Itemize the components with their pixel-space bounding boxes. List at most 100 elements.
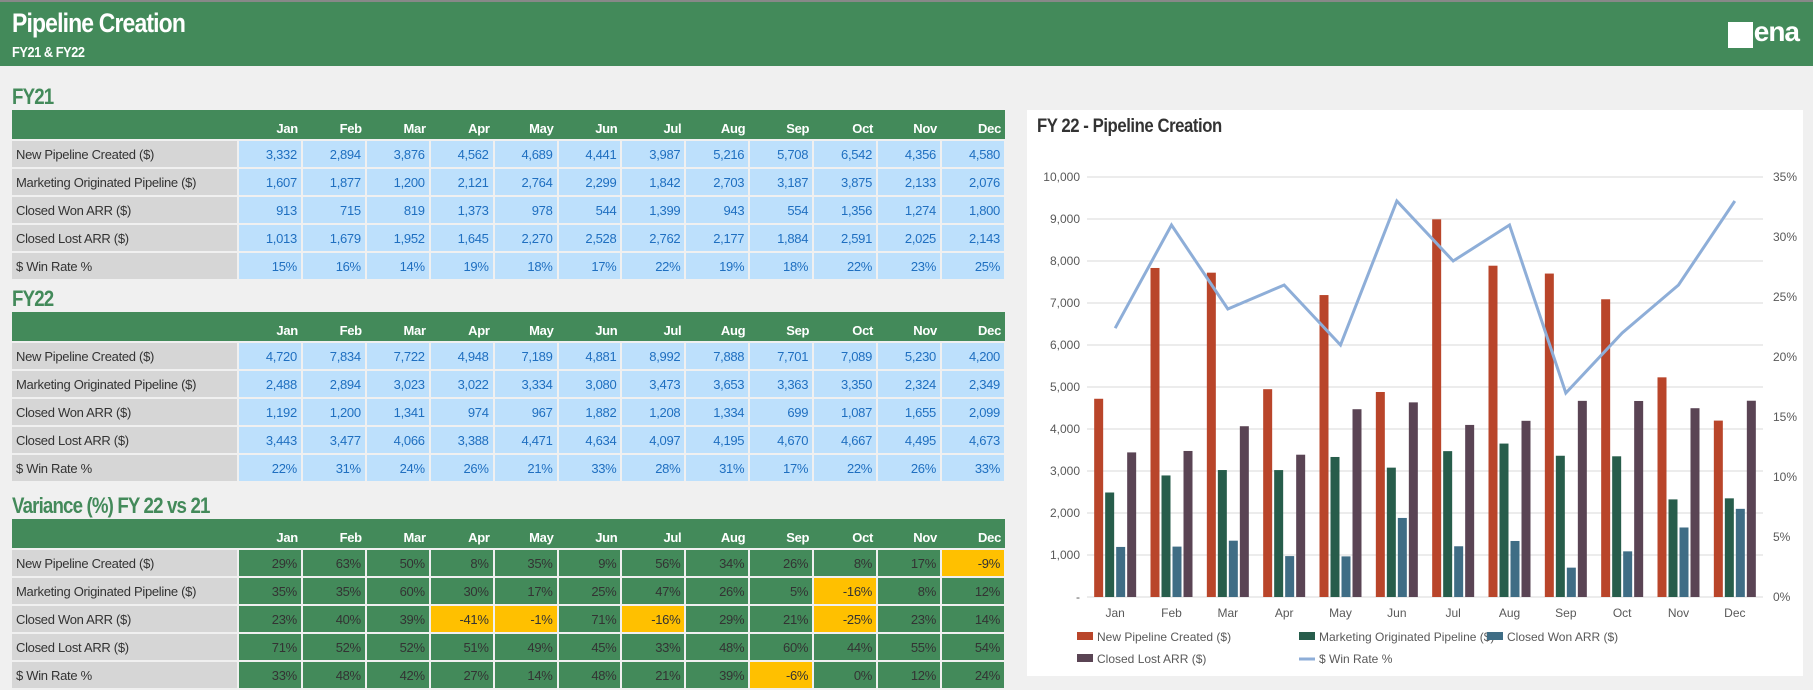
value-cell[interactable]: 63% [300,548,367,578]
value-cell[interactable]: 22% [237,453,303,483]
value-cell[interactable]: 1,607 [237,167,303,197]
value-cell[interactable]: 978 [492,195,559,225]
value-cell[interactable]: 2,488 [237,369,303,399]
value-cell[interactable]: 5,230 [876,341,942,371]
value-cell[interactable]: 4,580 [939,139,1007,169]
value-cell[interactable]: 39% [364,604,431,634]
value-cell[interactable]: 1,399 [620,195,687,225]
value-cell[interactable]: 1,679 [300,223,367,253]
value-cell[interactable]: 2,703 [684,167,751,197]
value-cell[interactable]: 4,195 [684,425,751,455]
value-cell[interactable]: -16% [620,604,687,634]
value-cell[interactable]: 7,089 [812,341,879,371]
value-cell[interactable]: 25% [556,576,623,606]
value-cell[interactable]: 48% [300,660,367,690]
value-cell[interactable]: 3,332 [237,139,303,169]
value-cell[interactable]: 4,881 [556,341,623,371]
value-cell[interactable]: 2,894 [300,369,367,399]
value-cell[interactable]: 23% [876,604,942,634]
value-cell[interactable]: 8,992 [620,341,687,371]
value-cell[interactable]: 71% [556,604,623,634]
value-cell[interactable]: 2,894 [300,139,367,169]
value-cell[interactable]: 28% [620,453,687,483]
value-cell[interactable]: 71% [237,632,303,662]
value-cell[interactable]: 1,200 [300,397,367,427]
value-cell[interactable]: 4,356 [876,139,942,169]
value-cell[interactable]: 21% [748,604,815,634]
value-cell[interactable]: 56% [620,548,687,578]
value-cell[interactable]: 31% [684,453,751,483]
value-cell[interactable]: 48% [684,632,751,662]
value-cell[interactable]: 1,373 [428,195,495,225]
value-cell[interactable]: 819 [364,195,431,225]
value-cell[interactable]: 45% [556,632,623,662]
value-cell[interactable]: 0% [812,660,879,690]
value-cell[interactable]: 974 [428,397,495,427]
value-cell[interactable]: 9% [556,548,623,578]
value-cell[interactable]: 23% [876,251,942,281]
value-cell[interactable]: 7,834 [300,341,367,371]
value-cell[interactable]: 8% [876,576,942,606]
value-cell[interactable]: 2,099 [939,397,1007,427]
value-cell[interactable]: 913 [237,195,303,225]
value-cell[interactable]: 2,076 [939,167,1007,197]
value-cell[interactable]: 1,208 [620,397,687,427]
value-cell[interactable]: 26% [428,453,495,483]
value-cell[interactable]: 29% [684,604,751,634]
value-cell[interactable]: 699 [748,397,815,427]
value-cell[interactable]: 4,066 [364,425,431,455]
value-cell[interactable]: 50% [364,548,431,578]
value-cell[interactable]: 22% [620,251,687,281]
value-cell[interactable]: 2,762 [620,223,687,253]
value-cell[interactable]: 35% [300,576,367,606]
value-cell[interactable]: 14% [492,660,559,690]
value-cell[interactable]: 5,708 [748,139,815,169]
value-cell[interactable]: 1,200 [364,167,431,197]
value-cell[interactable]: 1,334 [684,397,751,427]
value-cell[interactable]: 55% [876,632,942,662]
value-cell[interactable]: 3,350 [812,369,879,399]
value-cell[interactable]: 39% [684,660,751,690]
value-cell[interactable]: 4,670 [748,425,815,455]
value-cell[interactable]: 30% [428,576,495,606]
value-cell[interactable]: 6,542 [812,139,879,169]
value-cell[interactable]: 49% [492,632,559,662]
value-cell[interactable]: 2,528 [556,223,623,253]
value-cell[interactable]: 12% [939,576,1007,606]
value-cell[interactable]: 44% [812,632,879,662]
value-cell[interactable]: -1% [492,604,559,634]
value-cell[interactable]: 26% [684,576,751,606]
value-cell[interactable]: -6% [748,660,815,690]
value-cell[interactable]: 3,987 [620,139,687,169]
value-cell[interactable]: 54% [939,632,1007,662]
value-cell[interactable]: 4,634 [556,425,623,455]
value-cell[interactable]: 1,013 [237,223,303,253]
value-cell[interactable]: 4,097 [620,425,687,455]
value-cell[interactable]: 1,341 [364,397,431,427]
value-cell[interactable]: 51% [428,632,495,662]
value-cell[interactable]: -9% [939,548,1007,578]
value-cell[interactable]: 1,884 [748,223,815,253]
value-cell[interactable]: 42% [364,660,431,690]
value-cell[interactable]: 17% [876,548,942,578]
value-cell[interactable]: 22% [812,251,879,281]
value-cell[interactable]: 22% [812,453,879,483]
value-cell[interactable]: 2,591 [812,223,879,253]
value-cell[interactable]: 715 [300,195,367,225]
value-cell[interactable]: 14% [364,251,431,281]
value-cell[interactable]: 3,334 [492,369,559,399]
value-cell[interactable]: 2,143 [939,223,1007,253]
value-cell[interactable]: 967 [492,397,559,427]
value-cell[interactable]: 8% [428,548,495,578]
value-cell[interactable]: 4,562 [428,139,495,169]
value-cell[interactable]: 4,720 [237,341,303,371]
value-cell[interactable]: 1,842 [620,167,687,197]
value-cell[interactable]: 1,274 [876,195,942,225]
value-cell[interactable]: 31% [300,453,367,483]
value-cell[interactable]: 29% [237,548,303,578]
value-cell[interactable]: 17% [492,576,559,606]
value-cell[interactable]: 33% [939,453,1007,483]
value-cell[interactable]: 7,189 [492,341,559,371]
value-cell[interactable]: 1,356 [812,195,879,225]
value-cell[interactable]: 1,877 [300,167,367,197]
